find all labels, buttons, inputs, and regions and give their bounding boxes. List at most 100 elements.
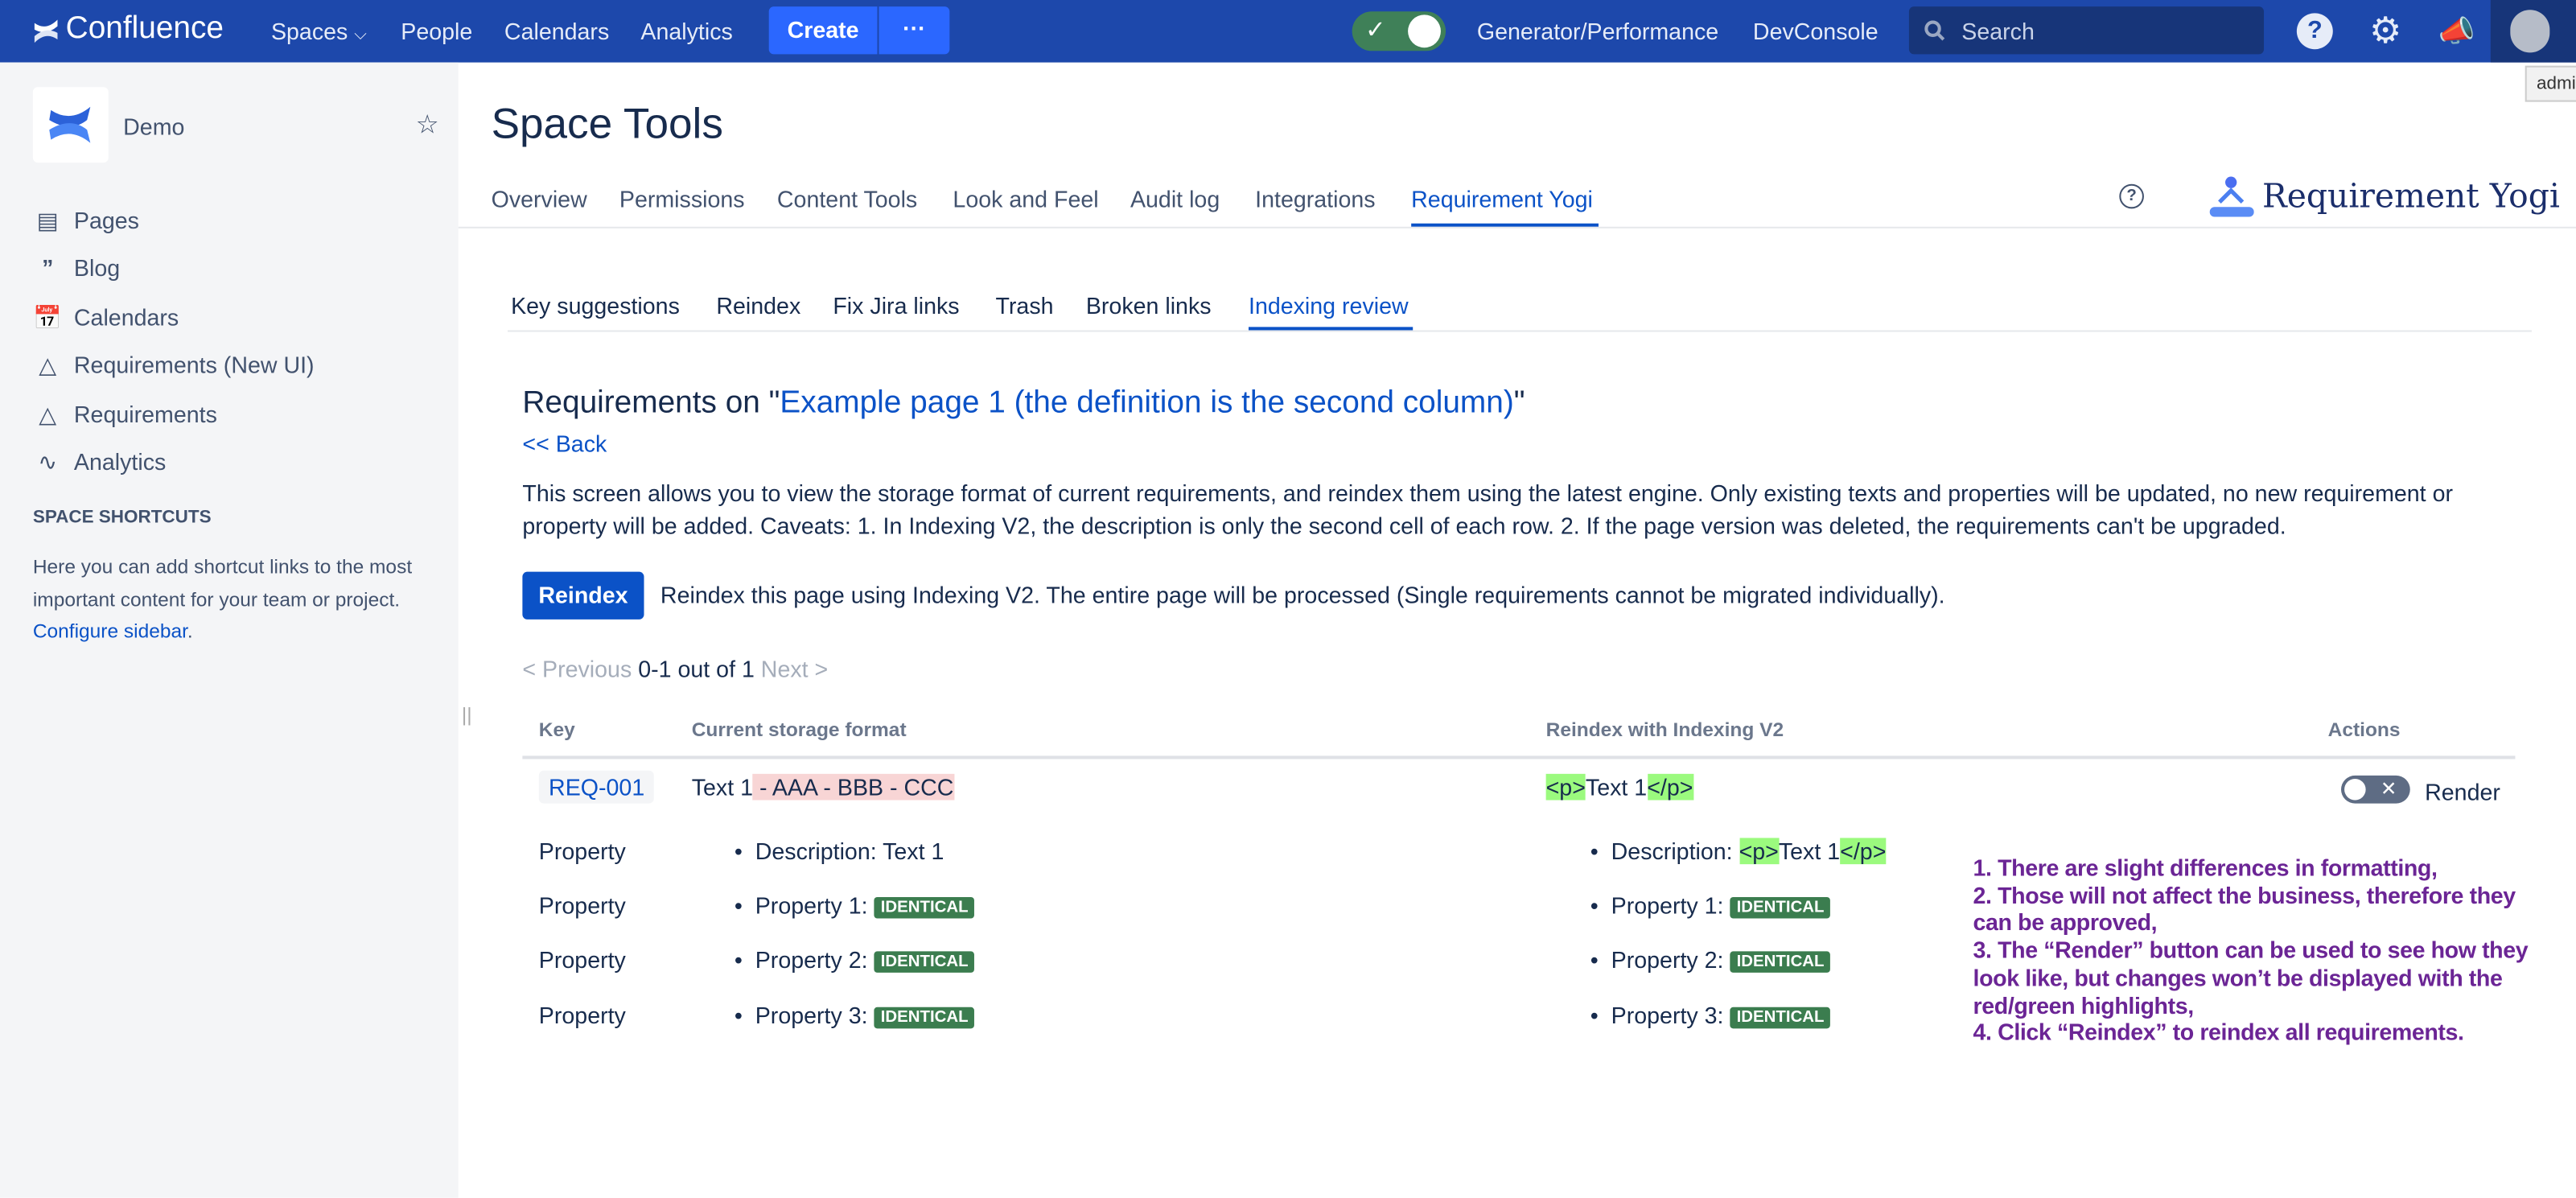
create-button[interactable]: Create <box>768 6 878 55</box>
confluence-space-icon <box>49 106 91 143</box>
space-name[interactable]: Demo <box>123 113 185 140</box>
property-prefix: Description: <box>1611 838 1739 865</box>
help-icon[interactable]: ? <box>2119 183 2144 209</box>
shortcuts-text: Here you can add shortcut links to the m… <box>33 552 427 648</box>
tab-audit-log[interactable]: Audit log <box>1130 185 1220 212</box>
quote-icon: ” <box>42 254 54 282</box>
reindexed-property: • Property 1: IDENTICAL <box>1590 892 1831 919</box>
tab-overview[interactable]: Overview <box>491 185 587 212</box>
back-link[interactable]: << Back <box>522 430 607 457</box>
tab-look-and-feel[interactable]: Look and Feel <box>953 185 1099 212</box>
identical-badge: IDENTICAL <box>874 1007 975 1029</box>
property-value: Description: Text 1 <box>755 838 944 865</box>
current-property: • Property 2: IDENTICAL <box>735 946 975 973</box>
description-text: This screen allows you to view the stora… <box>522 480 2454 539</box>
active-subtab-indicator <box>1248 327 1414 331</box>
sidebar-item-label: Requirements (New UI) <box>73 352 315 378</box>
subtab-reindex[interactable]: Reindex <box>716 292 801 319</box>
settings-icon[interactable]: ⚙ <box>2368 10 2402 51</box>
subtabs-divider <box>508 330 2532 332</box>
added-tag: <p> <box>1739 838 1779 865</box>
column-header-actions: Actions <box>2327 718 2401 741</box>
tab-integrations[interactable]: Integrations <box>1255 185 1376 212</box>
property-label: Property <box>538 838 626 865</box>
shortcuts-suffix: . <box>187 619 193 643</box>
nav-calendars[interactable]: Calendars <box>504 18 610 45</box>
pagination: < Previous 0-1 out of 1 Next > <box>522 656 828 682</box>
added-tag: </p> <box>1647 773 1693 801</box>
avatar-icon <box>2510 10 2550 53</box>
next-page-link[interactable]: Next > <box>760 655 829 682</box>
subtab-trash[interactable]: Trash <box>995 292 1054 319</box>
heading-suffix: " <box>1513 385 1525 421</box>
sidebar: Demo ☆ ▤ Pages ” Blog 📅 Calendars △ Requirem… <box>0 62 459 1198</box>
removed-text: - AAA - BBB - CCC <box>753 773 954 801</box>
current-property: • Property 3: IDENTICAL <box>735 1002 975 1029</box>
added-tag: </p> <box>1840 838 1887 865</box>
sidebar-resize-handle[interactable]: || <box>461 703 472 727</box>
column-header-current: Current storage format <box>691 718 907 741</box>
identical-badge: IDENTICAL <box>874 951 975 973</box>
notifications-icon[interactable]: 📣 <box>2438 14 2475 48</box>
more-create-button[interactable]: ··· <box>879 6 950 55</box>
tab-content-tools[interactable]: Content Tools <box>776 185 918 212</box>
close-icon: ✕ <box>2380 776 2397 801</box>
nav-devconsole[interactable]: DevConsole <box>1752 18 1879 45</box>
analytics-icon: ∿ <box>38 448 58 475</box>
subtab-fix-jira-links[interactable]: Fix Jira links <box>833 292 960 319</box>
shortcuts-heading: SPACE SHORTCUTS <box>32 508 212 528</box>
top-navigation-bar: Confluence Spaces ⌵ People Calendars Ana… <box>0 0 2576 63</box>
identical-badge: IDENTICAL <box>1730 896 1831 919</box>
reindexed-storage-format: <p>Text 1</p> <box>1545 773 1693 801</box>
property-value: Property 1: <box>755 891 874 919</box>
yogi-icon: △ <box>39 352 57 378</box>
nav-spaces-label: Spaces <box>270 18 348 45</box>
render-toggle[interactable]: ✕ <box>2340 775 2410 804</box>
product-name[interactable]: Confluence <box>65 11 224 47</box>
sidebar-item-analytics[interactable]: ∿ Analytics <box>33 448 166 476</box>
column-header-reindex: Reindex with Indexing V2 <box>1545 718 1784 741</box>
nav-generator-performance[interactable]: Generator/Performance <box>1476 18 1719 45</box>
table-header-divider <box>522 755 2516 760</box>
star-icon[interactable]: ☆ <box>415 111 439 140</box>
sidebar-item-requirements[interactable]: △ Requirements <box>33 401 217 429</box>
annotation-note: 1. There are slight differences in forma… <box>1973 854 2529 1046</box>
configure-sidebar-link[interactable]: Configure sidebar <box>32 619 187 643</box>
nav-spaces[interactable]: Spaces ⌵ <box>271 18 367 44</box>
property-value: Property 3: <box>1611 1002 1730 1029</box>
sidebar-item-pages[interactable]: ▤ Pages <box>33 207 139 235</box>
property-label: Property <box>538 891 626 919</box>
sidebar-item-label: Blog <box>73 254 121 282</box>
pages-icon: ▤ <box>36 207 59 233</box>
previous-page-link[interactable]: < Previous <box>522 655 632 682</box>
help-icon[interactable]: ? <box>2296 13 2333 50</box>
tab-requirement-yogi[interactable]: Requirement Yogi <box>1411 185 1593 212</box>
calendar-icon: 📅 <box>33 303 63 331</box>
avatar-button[interactable] <box>2490 0 2576 63</box>
requirement-yogi-logo-icon <box>2209 176 2254 217</box>
property-value: Property 3: <box>755 1002 874 1029</box>
column-header-key: Key <box>538 718 575 741</box>
requirement-key-link[interactable]: REQ-001 <box>538 770 655 804</box>
subtab-broken-links[interactable]: Broken links <box>1085 292 1212 319</box>
sidebar-item-calendars[interactable]: 📅 Calendars <box>33 304 179 332</box>
requirement-yogi-brand: Requirement Yogi <box>2261 175 2560 216</box>
search-placeholder: Search <box>1961 18 2035 45</box>
space-logo[interactable] <box>32 87 109 163</box>
nav-analytics[interactable]: Analytics <box>640 18 733 45</box>
requirements-heading: Requirements on "Example page 1 (the def… <box>522 386 1525 422</box>
reindex-button[interactable]: Reindex <box>522 571 644 620</box>
subtab-indexing-review[interactable]: Indexing review <box>1248 292 1409 319</box>
page-link[interactable]: Example page 1 (the definition is the se… <box>780 385 1514 421</box>
subtab-key-suggestions[interactable]: Key suggestions <box>511 292 680 319</box>
active-tab-indicator <box>1411 223 1599 227</box>
sidebar-item-blog[interactable]: ” Blog <box>33 255 120 282</box>
search-input[interactable]: Search <box>1908 6 2265 55</box>
feature-toggle[interactable]: ✓ <box>1352 11 1446 51</box>
nav-people[interactable]: People <box>401 18 473 45</box>
tab-permissions[interactable]: Permissions <box>619 185 745 212</box>
property-value: Property 2: <box>1611 946 1730 973</box>
sidebar-item-requirements-new-ui[interactable]: △ Requirements (New UI) <box>33 352 315 380</box>
sidebar-item-label: Calendars <box>73 303 179 331</box>
property-label: Property <box>538 1002 626 1029</box>
